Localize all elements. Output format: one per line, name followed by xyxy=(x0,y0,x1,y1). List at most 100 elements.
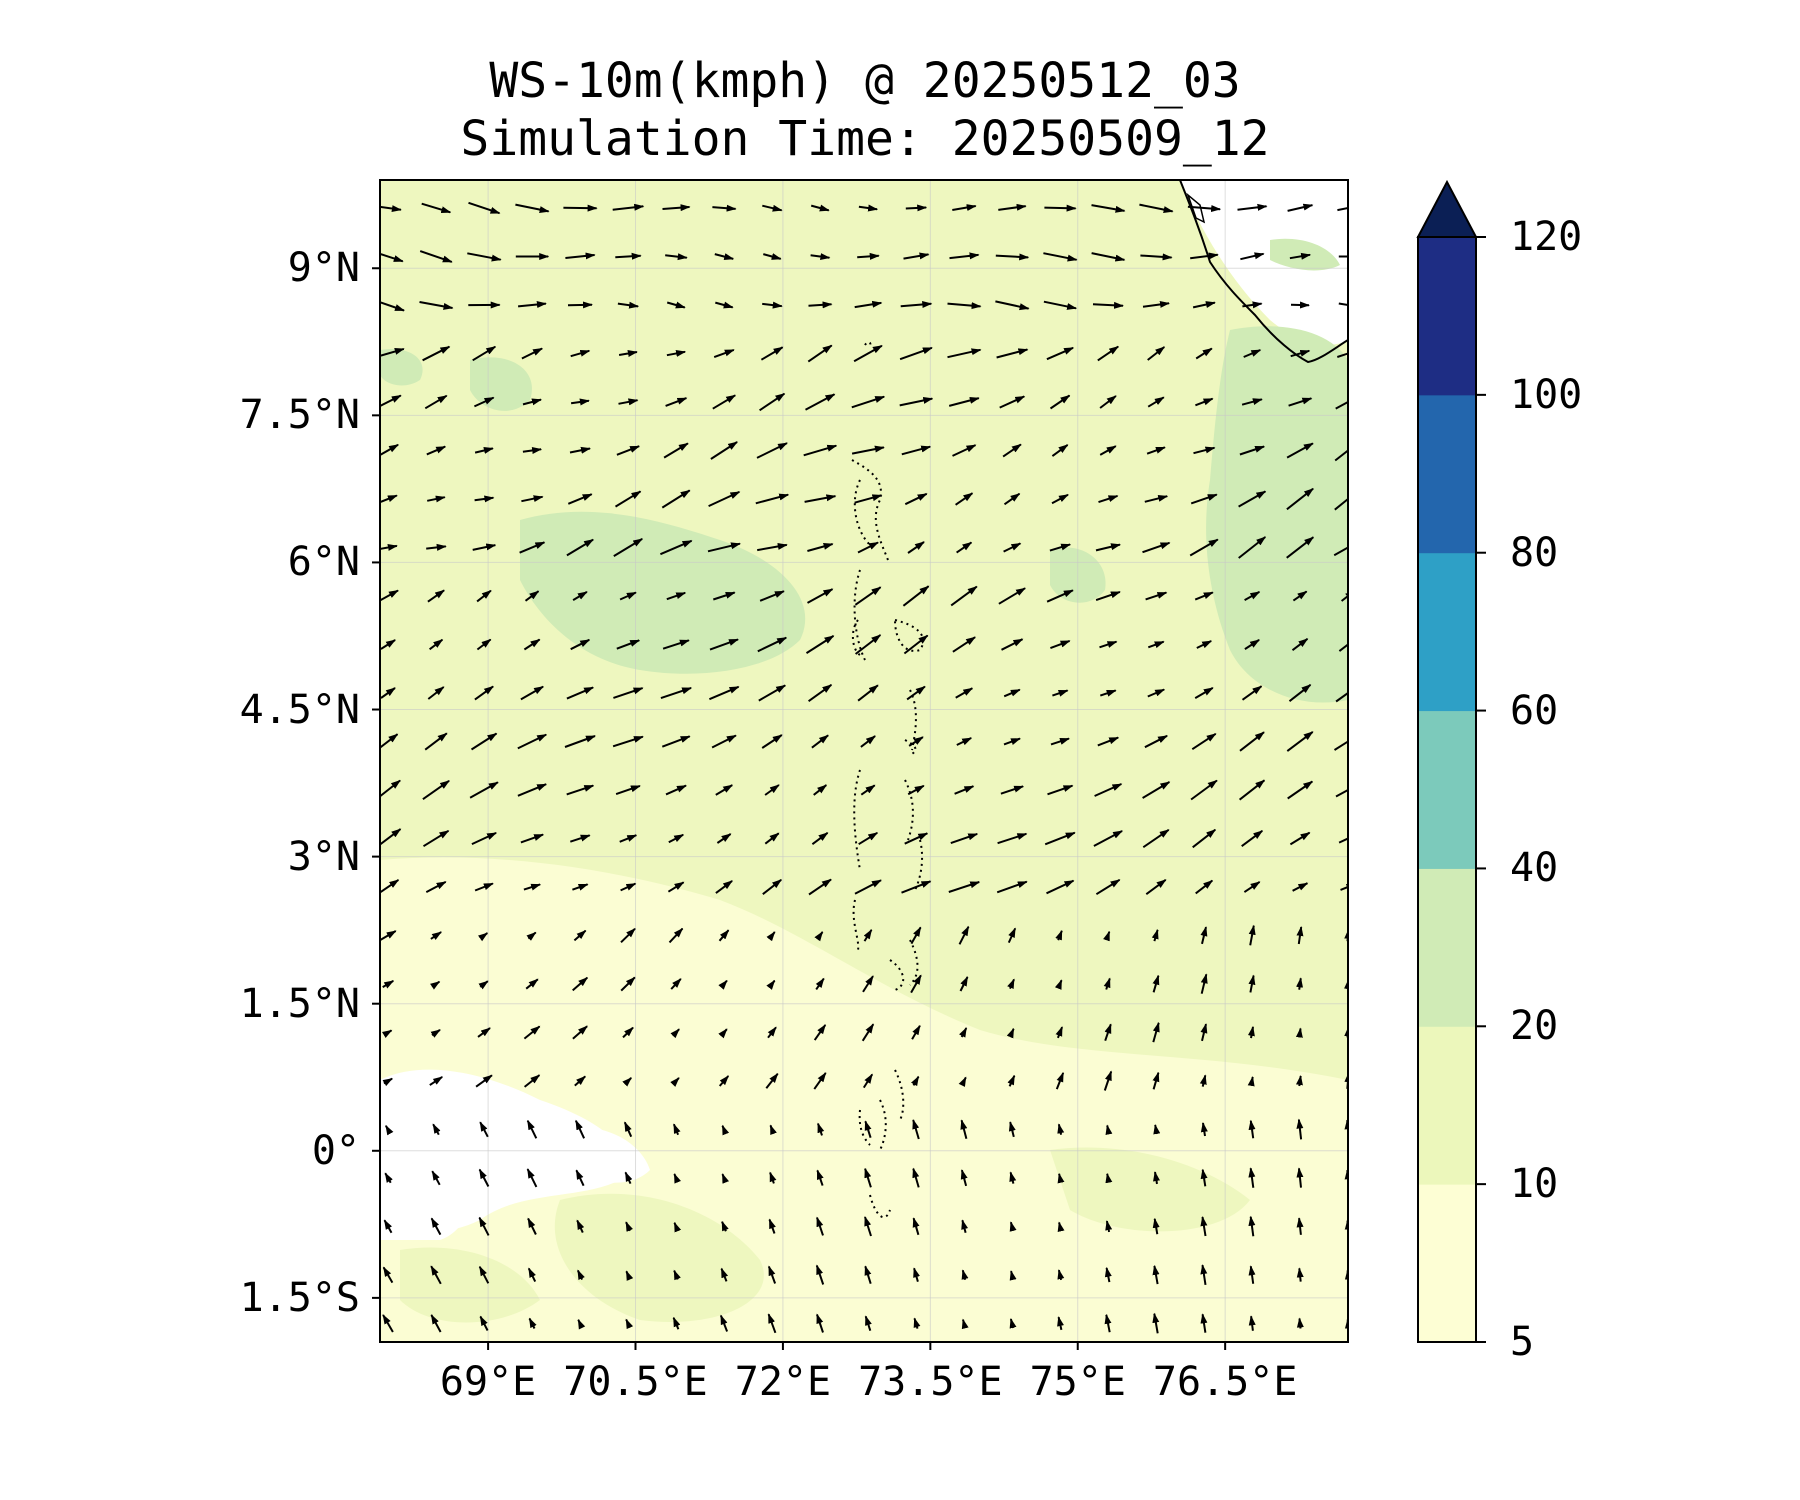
wind-arrow xyxy=(814,931,824,942)
wind-arrow xyxy=(854,586,882,606)
wind-arrow xyxy=(617,301,640,309)
wind-arrow xyxy=(955,492,974,506)
wind-arrow xyxy=(380,544,398,551)
wind-arrow xyxy=(1336,352,1348,358)
wind-arrow xyxy=(515,203,550,214)
wind-arrow xyxy=(913,1267,920,1282)
wind-arrow xyxy=(857,252,880,260)
wind-arrow xyxy=(517,783,548,797)
wind-arrow xyxy=(526,1119,538,1139)
wind-arrow xyxy=(998,203,1027,211)
wind-arrow xyxy=(478,980,489,990)
wind-arrow xyxy=(1238,536,1267,559)
colorbar-segment xyxy=(1418,394,1476,554)
wind-arrow xyxy=(1097,345,1120,362)
wind-arrow xyxy=(947,302,982,310)
wind-arrow xyxy=(612,735,644,748)
wind-arrow xyxy=(618,350,638,357)
wind-arrow xyxy=(1153,1124,1161,1135)
wind-arrow xyxy=(1200,1264,1208,1286)
wind-arrow xyxy=(1055,1071,1065,1090)
wind-arrow xyxy=(380,930,397,941)
wind-arrow xyxy=(813,1072,827,1090)
wind-arrow xyxy=(1009,1171,1017,1184)
wind-arrow xyxy=(1286,536,1315,559)
wind-arrow xyxy=(1238,779,1266,801)
wind-arrow xyxy=(623,1121,633,1138)
wind-arrow xyxy=(715,880,733,894)
wind-arrow xyxy=(1244,591,1261,601)
wind-arrow xyxy=(419,301,454,310)
wind-arrow xyxy=(672,1316,681,1330)
wind-arrow xyxy=(1152,1312,1160,1334)
wind-arrow xyxy=(471,831,498,846)
wind-arrow xyxy=(1194,591,1214,601)
wind-arrow xyxy=(470,732,498,751)
wind-arrow xyxy=(961,1219,969,1233)
wind-arrow xyxy=(564,735,596,748)
wind-arrow xyxy=(1049,543,1072,552)
wind-arrow xyxy=(952,444,977,457)
wind-arrow xyxy=(573,929,587,942)
wind-arrow xyxy=(805,393,836,411)
wind-arrow xyxy=(1002,443,1022,458)
wind-arrow xyxy=(1145,878,1167,896)
wind-arrow xyxy=(912,1119,920,1140)
wind-arrow xyxy=(1142,828,1170,849)
wind-arrow xyxy=(528,1317,537,1329)
wind-arrow xyxy=(708,490,741,508)
wind-arrow xyxy=(1335,788,1348,798)
wind-arrow xyxy=(1057,1172,1065,1184)
wind-arrow xyxy=(759,392,786,412)
wind-arrow xyxy=(1054,979,1063,990)
wind-arrow xyxy=(899,397,934,407)
coastline-inlet xyxy=(1186,192,1206,224)
wind-arrow xyxy=(816,1216,824,1236)
wind-arrow xyxy=(665,253,688,261)
wind-arrow xyxy=(576,1269,585,1281)
wind-arrow xyxy=(959,1027,968,1038)
wind-arrow xyxy=(1286,731,1314,752)
colorbar-segment xyxy=(1418,868,1476,1027)
wind-arrow xyxy=(995,300,1030,311)
wind-arrow xyxy=(947,348,982,359)
wind-arrow xyxy=(1337,206,1348,212)
wind-arrow xyxy=(526,931,537,941)
wind-arrow xyxy=(1286,487,1314,511)
wind-arrow xyxy=(1195,397,1214,407)
wind-arrow xyxy=(517,733,548,750)
wind-arrow xyxy=(1152,1217,1160,1235)
wind-arrow xyxy=(380,828,402,846)
wind-arrow xyxy=(709,638,739,651)
wind-arrow xyxy=(474,447,494,454)
wind-arrow xyxy=(474,882,494,892)
wind-arrow xyxy=(430,1314,442,1333)
wind-arrow xyxy=(429,638,444,651)
wind-arrow xyxy=(766,931,776,942)
wind-arrow xyxy=(1009,1318,1017,1329)
wind-arrow xyxy=(572,976,589,992)
wind-arrow xyxy=(380,347,405,357)
wind-arrow xyxy=(426,543,447,551)
wind-arrow xyxy=(566,686,595,700)
wind-arrow xyxy=(1296,977,1304,990)
wind-arrow xyxy=(666,591,687,601)
wind-arrow xyxy=(1099,640,1118,649)
wind-arrow xyxy=(853,344,883,363)
wind-arrow xyxy=(901,880,932,894)
wind-arrow xyxy=(757,636,788,653)
wind-arrow xyxy=(1292,590,1308,602)
wind-arrow xyxy=(477,932,489,942)
wind-arrow xyxy=(663,442,689,459)
wind-arrow xyxy=(661,735,691,748)
wind-arrow xyxy=(566,784,595,796)
wind-arrow xyxy=(469,781,499,799)
wind-arrow xyxy=(1333,740,1348,751)
wind-arrow xyxy=(1190,493,1218,505)
wind-arrow xyxy=(382,1266,394,1284)
wind-arrow xyxy=(1003,737,1021,746)
wind-arrow xyxy=(816,1313,824,1333)
wind-arrow xyxy=(570,398,590,406)
wind-arrow xyxy=(1144,494,1169,503)
wind-arrow xyxy=(761,734,783,749)
